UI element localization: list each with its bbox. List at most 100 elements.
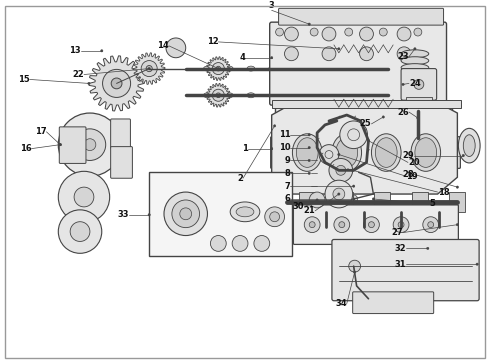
Circle shape [100,50,103,52]
Bar [149,172,293,256]
Circle shape [212,89,224,101]
Circle shape [374,112,392,130]
Circle shape [379,117,387,125]
Circle shape [349,260,361,272]
Text: 31: 31 [394,260,406,269]
Circle shape [74,129,106,161]
FancyBboxPatch shape [332,239,479,301]
Circle shape [350,144,358,152]
Circle shape [416,117,419,119]
FancyBboxPatch shape [270,22,446,105]
Ellipse shape [247,93,255,98]
Circle shape [316,199,318,201]
Circle shape [58,113,122,176]
Circle shape [59,144,61,146]
Ellipse shape [415,138,437,167]
Polygon shape [329,39,349,59]
Ellipse shape [332,134,362,171]
Bar [374,192,390,212]
Circle shape [333,188,345,200]
Ellipse shape [296,138,318,167]
Text: 24: 24 [409,79,421,88]
Ellipse shape [411,134,441,171]
Circle shape [232,235,248,251]
Circle shape [308,134,310,136]
Circle shape [285,47,298,61]
Text: 14: 14 [157,41,169,50]
Ellipse shape [291,93,298,98]
Circle shape [413,113,423,123]
Circle shape [368,222,374,228]
Ellipse shape [371,134,401,171]
Text: 4: 4 [239,53,245,62]
Ellipse shape [203,66,211,71]
Circle shape [338,193,340,195]
FancyBboxPatch shape [294,205,458,244]
Circle shape [410,132,426,148]
Polygon shape [89,56,144,111]
Ellipse shape [293,134,322,171]
Circle shape [270,212,280,222]
Ellipse shape [334,66,342,71]
Ellipse shape [401,64,429,72]
Circle shape [265,207,285,227]
Circle shape [164,192,207,235]
Text: 34: 34 [335,299,347,308]
Text: 22: 22 [72,70,84,79]
Circle shape [462,154,465,157]
Circle shape [308,159,310,162]
Text: 28: 28 [402,170,414,179]
Circle shape [275,28,284,36]
Circle shape [285,27,298,41]
Circle shape [308,23,310,25]
Text: 19: 19 [406,172,417,181]
Text: 5: 5 [430,199,436,208]
Circle shape [212,63,224,75]
Circle shape [304,217,320,233]
Circle shape [414,28,422,36]
Polygon shape [271,105,457,194]
FancyBboxPatch shape [111,119,130,149]
Text: 18: 18 [438,188,449,197]
Circle shape [414,48,416,50]
Circle shape [180,208,192,220]
Circle shape [146,66,152,72]
Text: 16: 16 [20,144,32,153]
Ellipse shape [401,50,429,58]
Circle shape [456,186,459,188]
Circle shape [216,93,220,98]
Circle shape [350,182,358,190]
Circle shape [351,169,354,171]
Circle shape [338,48,340,50]
Text: 33: 33 [118,210,129,219]
Circle shape [58,171,110,223]
Circle shape [273,125,276,127]
Ellipse shape [377,93,385,98]
Ellipse shape [225,66,233,71]
Circle shape [58,210,102,253]
Circle shape [74,187,94,207]
Text: 32: 32 [394,244,406,253]
FancyBboxPatch shape [401,69,437,100]
Ellipse shape [291,66,298,71]
Circle shape [350,131,358,139]
Circle shape [319,145,339,165]
Text: 13: 13 [70,46,81,55]
Ellipse shape [319,108,351,136]
Circle shape [402,83,404,86]
Circle shape [305,131,313,139]
Text: 2: 2 [237,174,243,183]
Bar [271,100,462,108]
Circle shape [353,271,356,273]
Circle shape [148,213,150,216]
Circle shape [172,200,199,228]
Text: 20: 20 [408,158,419,167]
Polygon shape [329,93,349,113]
Circle shape [393,217,409,233]
Circle shape [476,263,478,265]
Ellipse shape [230,202,260,222]
Circle shape [305,195,313,203]
Circle shape [334,44,344,54]
Circle shape [406,136,430,159]
Circle shape [360,27,373,41]
